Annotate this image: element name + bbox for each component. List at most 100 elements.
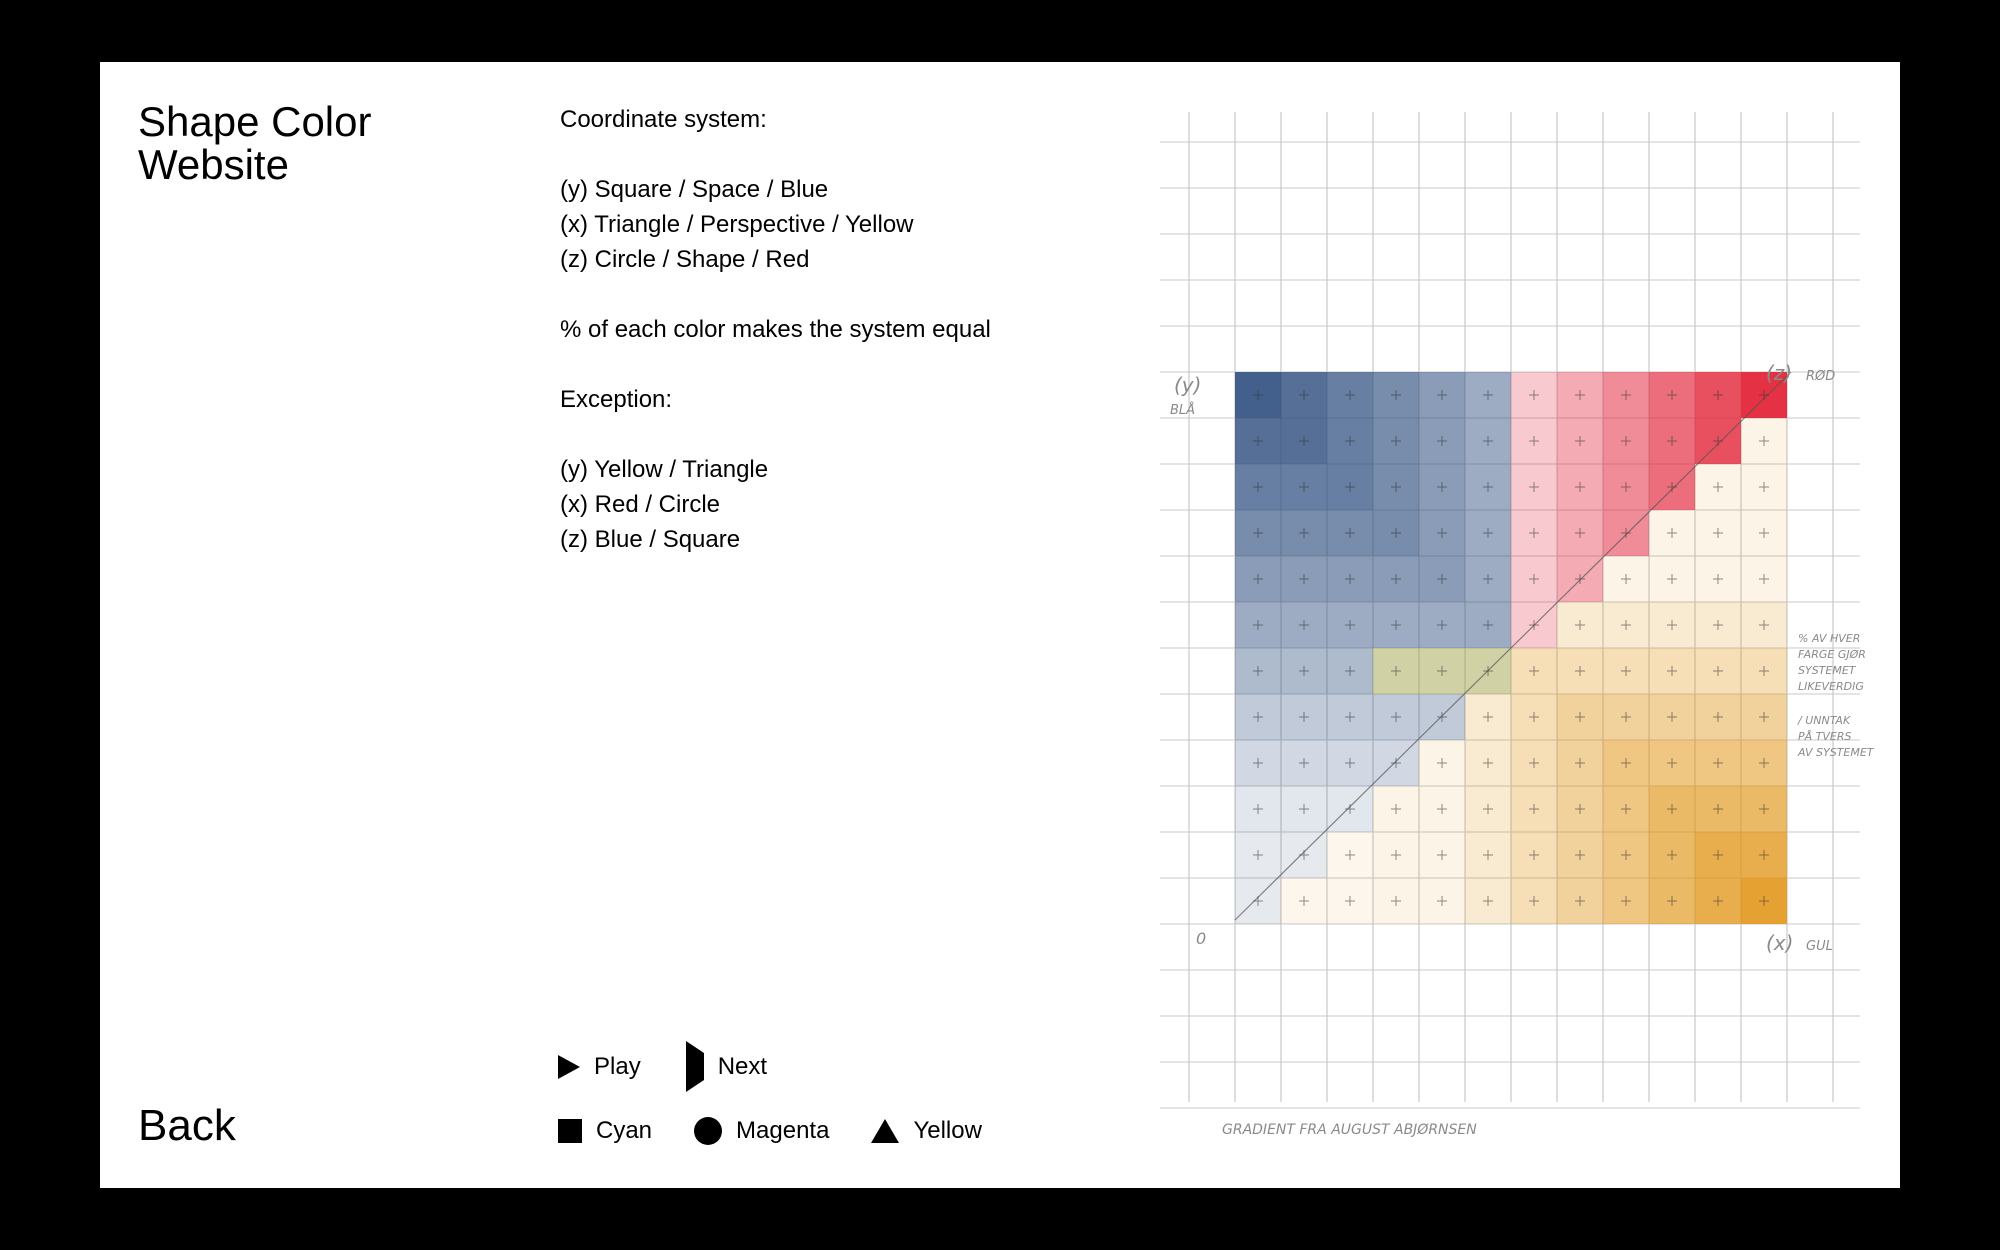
cross-mark xyxy=(1391,528,1401,538)
cross-mark xyxy=(1299,804,1309,814)
cross-mark xyxy=(1621,712,1631,722)
cross-mark xyxy=(1391,850,1401,860)
cross-mark xyxy=(1299,712,1309,722)
z-axis-note: RØD xyxy=(1806,369,1835,384)
cross-mark xyxy=(1713,804,1723,814)
cross-mark xyxy=(1759,390,1769,400)
cross-mark xyxy=(1345,574,1355,584)
yellow-label: Yellow xyxy=(913,1117,982,1144)
cross-mark xyxy=(1345,896,1355,906)
cross-mark xyxy=(1253,712,1263,722)
cross-mark xyxy=(1713,528,1723,538)
cross-mark xyxy=(1621,804,1631,814)
cross-mark xyxy=(1759,804,1769,814)
cross-mark xyxy=(1253,620,1263,630)
cross-mark xyxy=(1713,896,1723,906)
cross-mark xyxy=(1391,896,1401,906)
x-axis-label: (x) xyxy=(1766,931,1793,955)
exception-line-z: (z) Blue / Square xyxy=(560,526,741,553)
magenta-button[interactable]: Magenta xyxy=(694,1115,829,1147)
cross-mark xyxy=(1437,574,1447,584)
yellow-button[interactable]: Yellow xyxy=(871,1115,982,1147)
side-note-line: AV SYSTEMET xyxy=(1797,746,1875,759)
play-icon xyxy=(558,1055,580,1079)
cross-mark xyxy=(1345,758,1355,768)
cross-mark xyxy=(1345,804,1355,814)
cross-mark xyxy=(1621,574,1631,584)
back-link[interactable]: Back xyxy=(138,1101,236,1150)
cross-mark xyxy=(1529,758,1539,768)
cross-mark xyxy=(1621,758,1631,768)
cross-mark xyxy=(1529,528,1539,538)
cross-mark xyxy=(1759,712,1769,722)
z-axis-label: (z) xyxy=(1766,361,1792,385)
cross-mark xyxy=(1759,528,1769,538)
cross-mark xyxy=(1713,482,1723,492)
handwritten-labels: (y) BLÅ (z) RØD (x) GUL 0 % AV HVER FARG… xyxy=(1170,361,1875,1138)
cross-mark xyxy=(1253,896,1263,906)
cross-mark xyxy=(1621,850,1631,860)
square-icon xyxy=(558,1119,582,1143)
cross-mark xyxy=(1575,850,1585,860)
cross-mark xyxy=(1253,436,1263,446)
cross-mark xyxy=(1299,390,1309,400)
cross-mark xyxy=(1437,482,1447,492)
cross-mark xyxy=(1437,528,1447,538)
cross-mark xyxy=(1667,390,1677,400)
cross-mark xyxy=(1575,436,1585,446)
y-axis-note: BLÅ xyxy=(1170,402,1195,418)
cross-mark xyxy=(1437,758,1447,768)
cross-mark xyxy=(1529,620,1539,630)
cross-mark xyxy=(1621,528,1631,538)
magenta-label: Magenta xyxy=(736,1117,830,1144)
cyan-button[interactable]: Cyan xyxy=(558,1115,652,1147)
cross-mark xyxy=(1299,574,1309,584)
cross-mark xyxy=(1391,804,1401,814)
cross-mark xyxy=(1345,528,1355,538)
cross-mark xyxy=(1667,574,1677,584)
cross-mark xyxy=(1575,804,1585,814)
cross-mark xyxy=(1345,712,1355,722)
cross-mark xyxy=(1483,390,1493,400)
play-button[interactable]: Play xyxy=(558,1051,641,1083)
cross-mark xyxy=(1299,666,1309,676)
cross-mark xyxy=(1299,850,1309,860)
page-title: Shape Color Website xyxy=(138,98,372,188)
grid-lines xyxy=(1160,112,1860,1109)
cross-mark xyxy=(1529,436,1539,446)
coordinate-heading: Coordinate system: xyxy=(560,106,767,133)
controls: Play Next Cyan Magenta Yellow xyxy=(558,1041,1024,1151)
next-button[interactable]: Next xyxy=(683,1041,768,1092)
cross-mark xyxy=(1759,482,1769,492)
cross-mark xyxy=(1483,850,1493,860)
cross-mark xyxy=(1667,482,1677,492)
cross-mark xyxy=(1713,574,1723,584)
cross-mark xyxy=(1437,620,1447,630)
cross-mark xyxy=(1713,620,1723,630)
drawing-caption: GRADIENT FRA AUGUST ABJØRNSEN xyxy=(1222,1122,1477,1138)
cross-mark xyxy=(1575,390,1585,400)
axis-line-y: (y) Square / Space / Blue xyxy=(560,176,829,203)
cross-mark xyxy=(1253,574,1263,584)
cross-mark xyxy=(1299,528,1309,538)
exception-line-y: (y) Yellow / Triangle xyxy=(560,456,769,483)
cross-mark xyxy=(1345,436,1355,446)
cross-mark xyxy=(1391,574,1401,584)
cross-mark xyxy=(1437,390,1447,400)
cross-mark xyxy=(1759,620,1769,630)
cross-mark xyxy=(1391,666,1401,676)
side-note-line: / UNNTAK xyxy=(1797,714,1851,727)
next-label: Next xyxy=(717,1053,768,1080)
cross-mark xyxy=(1621,666,1631,676)
cross-mark xyxy=(1483,620,1493,630)
cross-mark xyxy=(1759,666,1769,676)
cross-mark xyxy=(1759,436,1769,446)
cross-mark xyxy=(1345,850,1355,860)
cross-mark xyxy=(1391,620,1401,630)
cross-mark xyxy=(1713,390,1723,400)
side-note-line: PÅ TVERS xyxy=(1798,730,1851,743)
cross-mark xyxy=(1391,758,1401,768)
cross-mark xyxy=(1529,804,1539,814)
cross-mark xyxy=(1667,804,1677,814)
cross-mark xyxy=(1759,758,1769,768)
